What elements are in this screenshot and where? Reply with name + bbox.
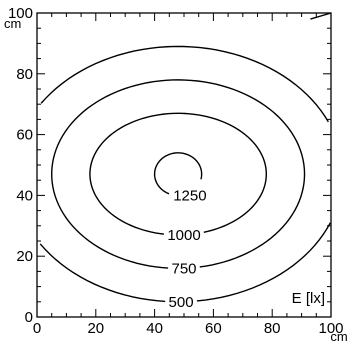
x-tick-label: 80 [264, 320, 281, 337]
x-axis-unit: cm [330, 329, 347, 343]
quantity-label: E [lx] [292, 290, 325, 307]
contour-label-500: 500 [169, 294, 194, 311]
contour-label-750: 750 [171, 260, 196, 277]
y-tick-label: 80 [16, 66, 33, 83]
x-tick-label: 40 [146, 320, 163, 337]
contour-label-1000: 1000 [167, 227, 200, 244]
y-tick-label: 100 [8, 5, 33, 22]
y-tick-label: 20 [16, 248, 33, 265]
contour-line-750 [51, 79, 306, 269]
corner-contour-line [310, 12, 332, 20]
y-tick-label: 60 [16, 127, 33, 144]
y-tick-label: 40 [16, 187, 33, 204]
contour-labels: 1250 1000 750 500 [167, 187, 206, 310]
contour-line-500 [39, 45, 331, 303]
contour-label-1250: 1250 [173, 187, 206, 204]
axis-ticks [36, 12, 332, 318]
x-tick-label: 60 [205, 320, 222, 337]
x-tick-label: 0 [33, 320, 41, 337]
contour-lines [39, 12, 332, 303]
contour-line-1000 [89, 112, 268, 235]
x-tick-label: 100 [318, 320, 343, 337]
x-tick-label: 20 [87, 320, 104, 337]
y-axis-unit: cm [4, 16, 21, 31]
contour-line-1250 [153, 152, 203, 195]
y-tick-label: 0 [25, 309, 33, 326]
